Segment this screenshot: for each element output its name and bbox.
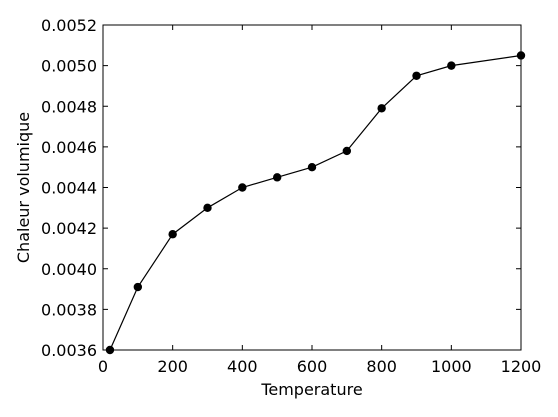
data-point: [238, 183, 247, 192]
data-point: [168, 230, 177, 239]
x-axis-title: Temperature: [260, 380, 362, 399]
x-tick-label: 400: [227, 357, 258, 376]
series-line: [109, 54, 522, 351]
y-tick-label: 0.0044: [41, 179, 97, 198]
data-point: [203, 203, 212, 213]
x-tick-label: 1200: [501, 357, 542, 376]
data-point: [412, 71, 421, 80]
data-point: [377, 104, 386, 113]
plot-frame: [102, 24, 522, 351]
series-group: [105, 51, 526, 355]
x-tick-label: 200: [157, 357, 188, 376]
data-point: [307, 162, 317, 172]
x-tick-label: 800: [366, 357, 397, 376]
y-tick-label: 0.0052: [41, 16, 97, 35]
x-tick-label: 600: [297, 357, 328, 376]
frame-group: [102, 24, 522, 351]
y-tick-label: 0.0046: [41, 138, 97, 157]
y-tick-label: 0.0050: [41, 57, 97, 76]
y-axis-title: Chaleur volumique: [14, 112, 33, 263]
data-point: [133, 282, 143, 292]
data-point: [272, 173, 282, 182]
y-tick-label: 0.0038: [41, 300, 97, 319]
y-tick-label: 0.0040: [41, 260, 97, 279]
y-tick-label: 0.0042: [41, 219, 97, 238]
axes-group: 0 200 400 600 800 1000 1200 0.0036 0.0038 0.0040 0…: [41, 16, 541, 376]
x-tick-label: 0: [98, 357, 108, 376]
y-tick-label: 0.0036: [41, 341, 97, 360]
y-tick-label: 0.0048: [41, 97, 97, 116]
data-point: [342, 146, 352, 156]
x-tick-label: 1000: [431, 357, 472, 376]
data-point: [447, 61, 456, 70]
